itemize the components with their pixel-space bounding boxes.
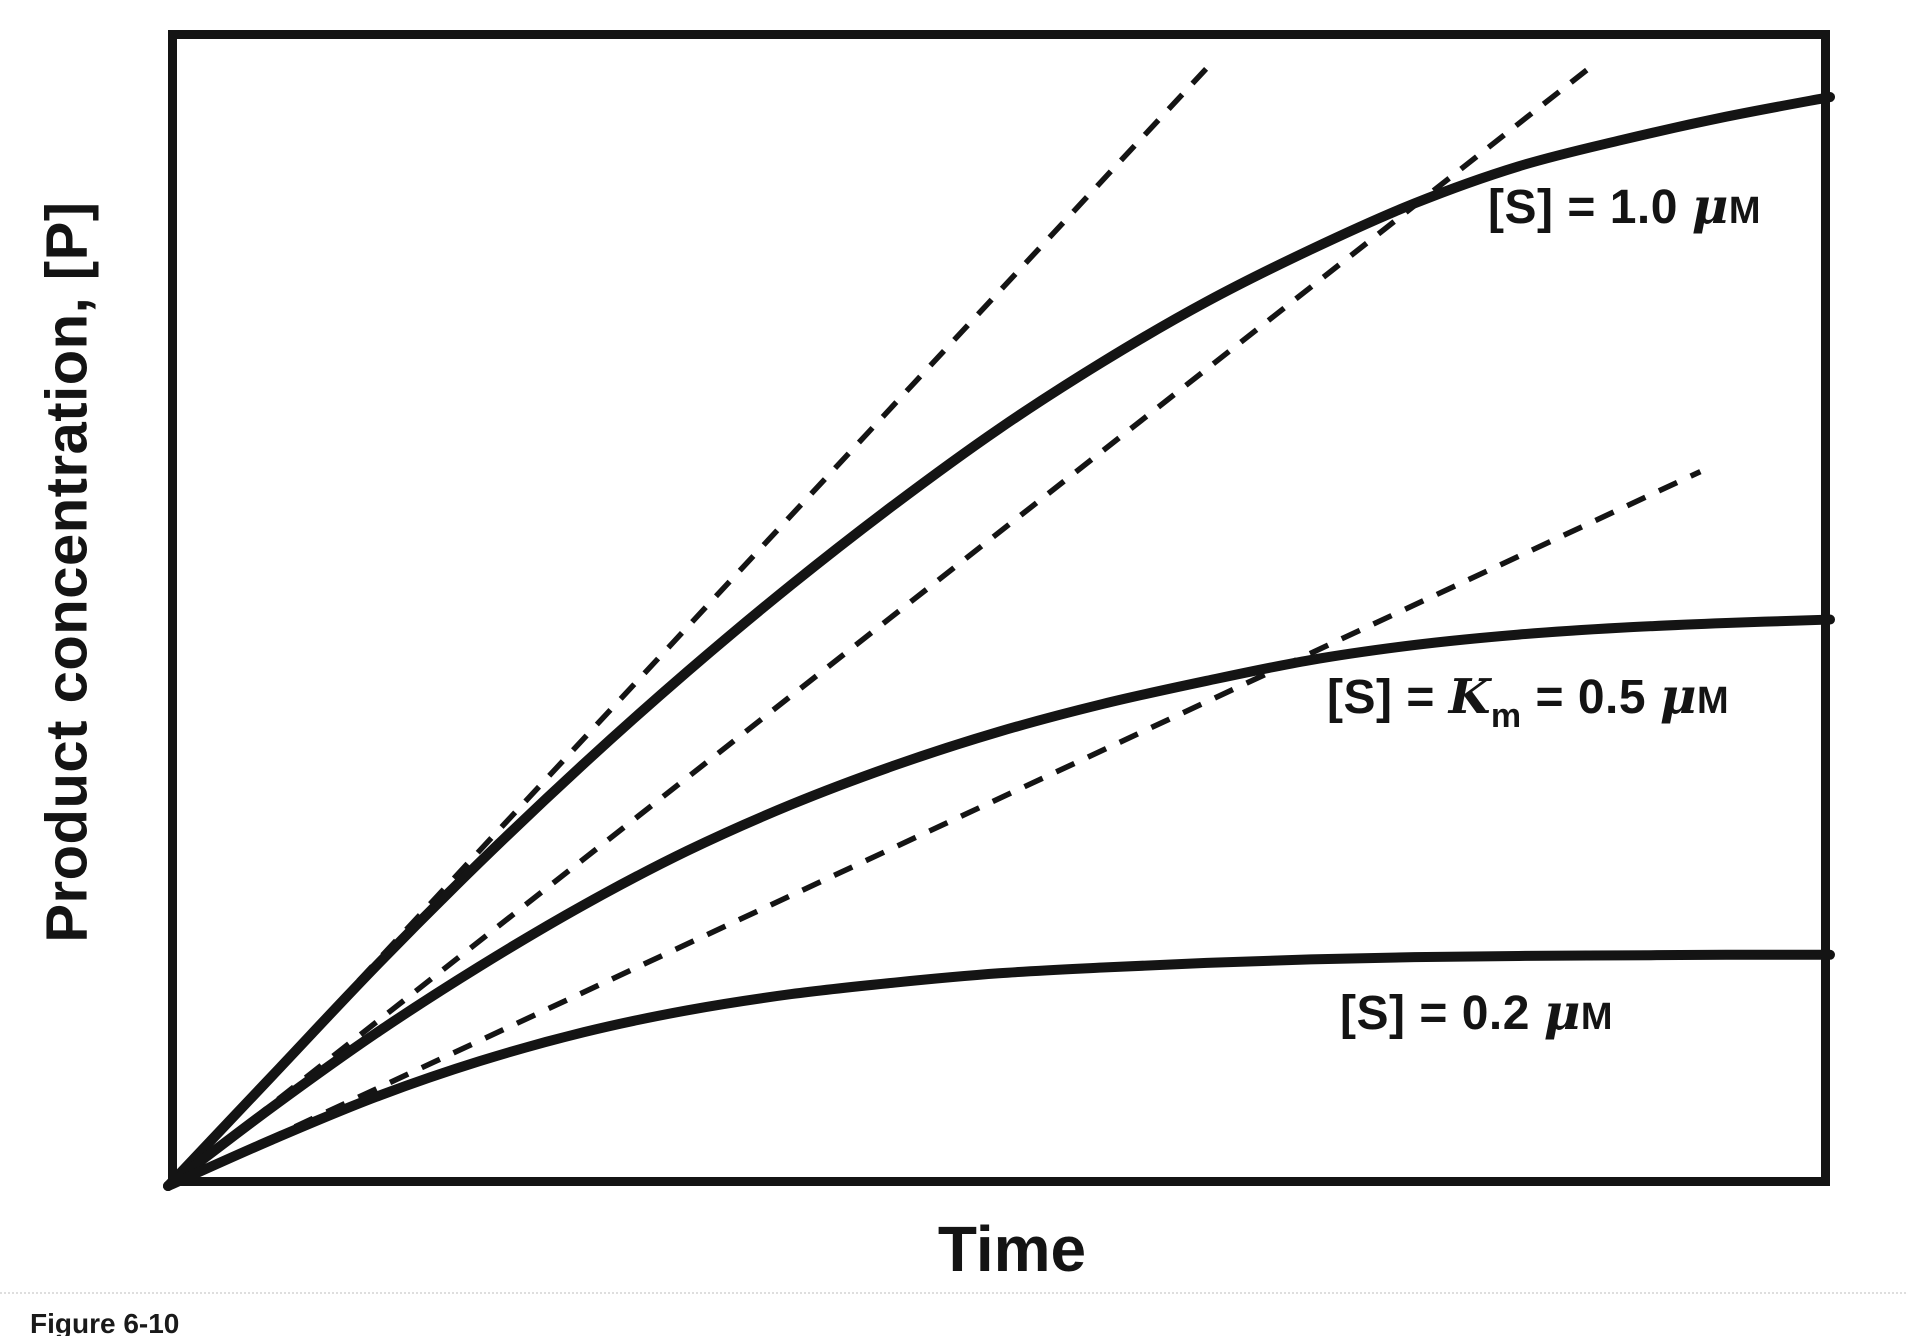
molar-unit: M <box>1728 190 1762 232</box>
curve-label-text: [S] = <box>1327 671 1449 724</box>
curve-label-text: = 0.5 <box>1521 671 1660 724</box>
curve-label-s-0.2: [S] = 0.2 μM <box>1340 982 1613 1041</box>
progress-curve-1 <box>163 92 1835 1191</box>
km-subscript: m <box>1490 697 1522 735</box>
scan-artifact-line <box>0 1292 1906 1294</box>
curve-label-text: [S] = 0.2 <box>1340 987 1544 1040</box>
km-symbol: K <box>1448 669 1491 725</box>
curve-label-s-1.0: [S] = 1.0 μM <box>1488 176 1761 235</box>
initial-velocity-tangent-2 <box>166 64 1593 1189</box>
initial-velocity-tangent-3 <box>166 469 1702 1189</box>
mu-symbol: μ <box>1543 982 1581 1041</box>
curve-label-s-km-0.5: [S] = Km = 0.5 μM <box>1327 666 1730 733</box>
progress-curve-3 <box>163 949 1835 1191</box>
figure-caption: Figure 6-10 <box>30 1308 180 1336</box>
molar-unit: M <box>1697 680 1730 722</box>
mu-symbol: μ <box>1691 176 1729 235</box>
plot-frame <box>168 30 1830 1186</box>
y-axis-label: Product concentration, [P] <box>34 201 100 943</box>
progress-curve-2 <box>163 614 1835 1191</box>
curve-label-text: [S] = 1.0 <box>1488 181 1692 234</box>
mu-symbol: μ <box>1659 666 1698 725</box>
molar-unit: M <box>1580 996 1614 1038</box>
x-axis-label: Time <box>937 1213 1087 1285</box>
